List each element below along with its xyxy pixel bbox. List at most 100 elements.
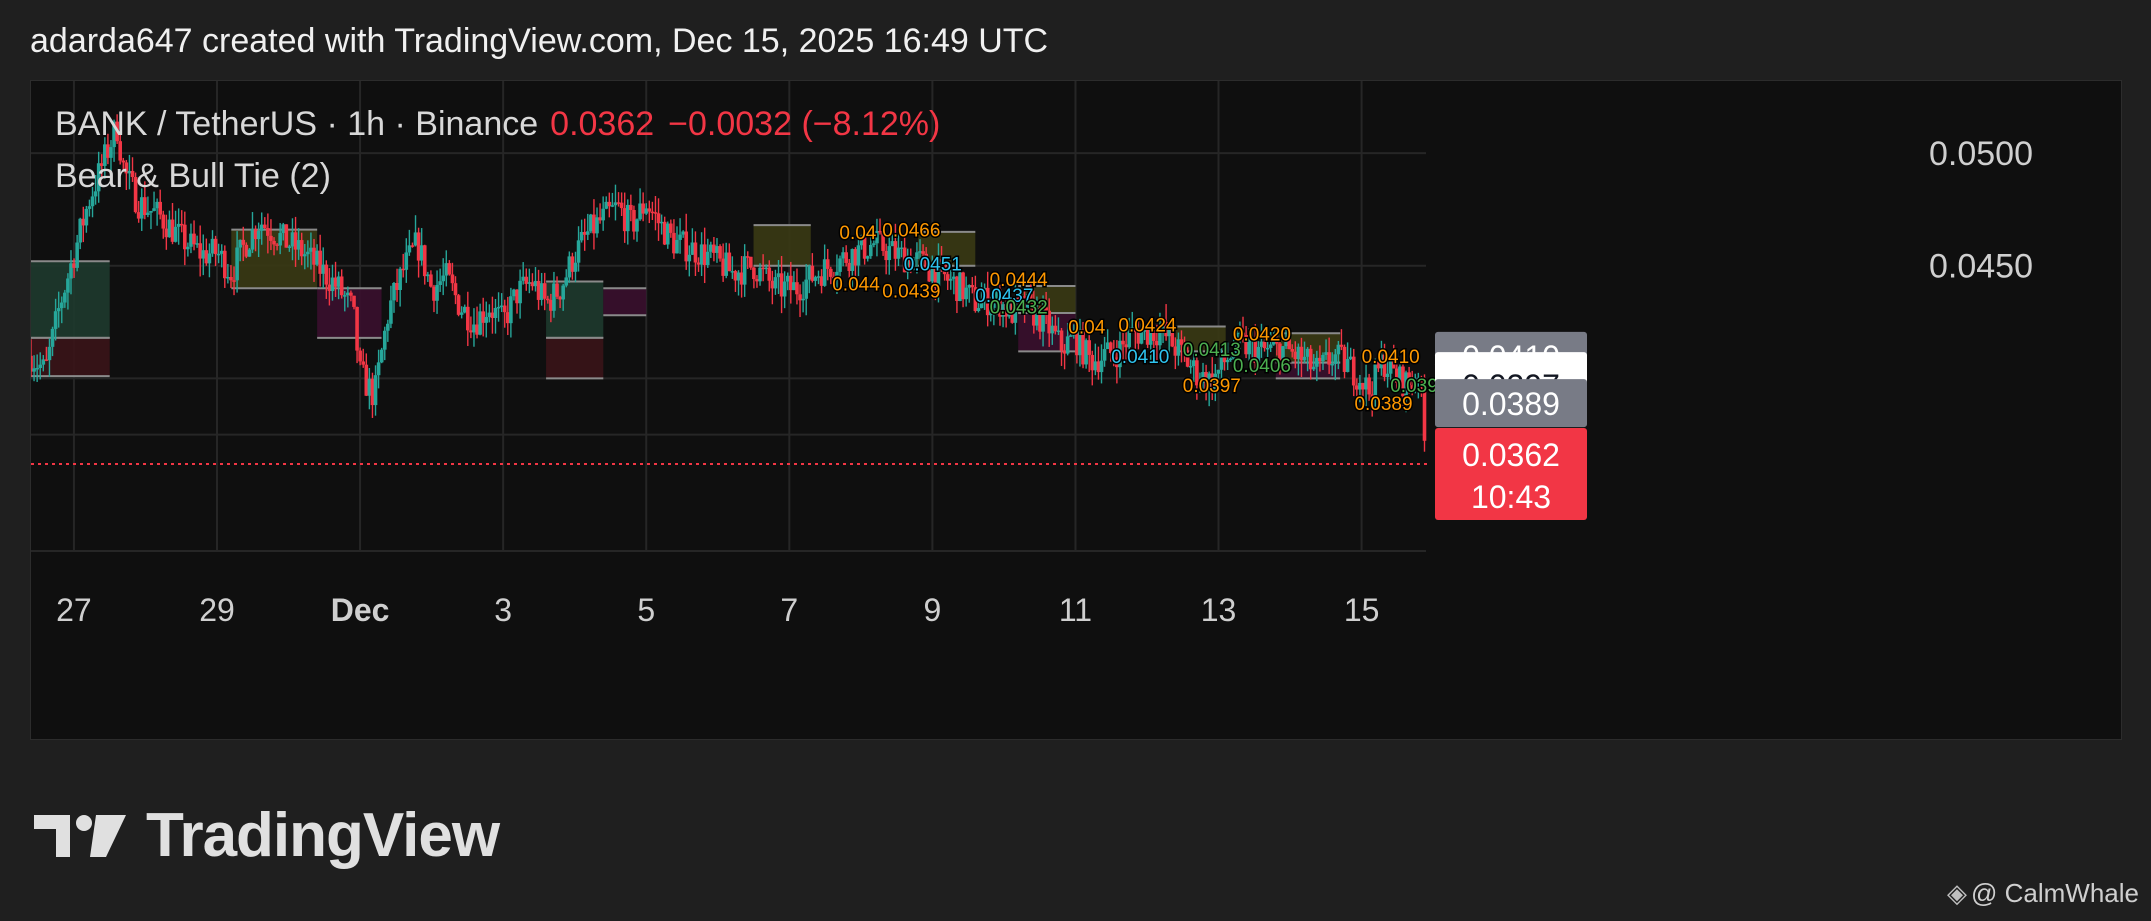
- candle-body: [1155, 340, 1159, 346]
- candle-body: [936, 259, 941, 288]
- candle-body: [435, 284, 439, 301]
- level-label: 0.0437: [975, 286, 1033, 307]
- candle-body: [1238, 332, 1242, 335]
- candle-body: [438, 281, 442, 285]
- candle-body: [1361, 382, 1365, 390]
- symbol-legend[interactable]: BANK / TetherUS · 1h · Binance 0.0362 −0.0…: [55, 105, 940, 144]
- candle-body: [672, 232, 676, 254]
- candle-body: [555, 283, 559, 297]
- candle-body: [653, 212, 658, 214]
- candle-body: [167, 219, 172, 238]
- candle-body: [979, 299, 984, 309]
- candle-body: [370, 378, 375, 406]
- candle-body: [1259, 341, 1264, 347]
- candle-body: [112, 121, 116, 148]
- level-label: 0.04: [1068, 318, 1105, 339]
- candle-body: [902, 247, 907, 273]
- candle-body: [407, 245, 412, 253]
- candle-body: [908, 257, 913, 270]
- candle-body: [887, 246, 892, 261]
- level-label: 0.04: [839, 223, 876, 244]
- candle-body: [1250, 339, 1255, 341]
- candle-body: [90, 196, 95, 207]
- candle-body: [41, 359, 46, 365]
- candle-body: [1278, 343, 1282, 365]
- candle-body: [1151, 329, 1156, 341]
- diamond-icon: ◈: [1947, 878, 1968, 908]
- candle-body: [250, 229, 255, 250]
- candle-body: [570, 256, 575, 272]
- candle-body: [253, 229, 258, 240]
- candle-body: [567, 256, 572, 278]
- candle-body: [795, 282, 799, 295]
- candle-body: [259, 224, 264, 231]
- level-label: 0.0410: [1362, 347, 1420, 368]
- candle-body: [564, 277, 569, 286]
- candle-body: [1241, 332, 1245, 336]
- candle-body: [1410, 385, 1414, 391]
- candle-body: [379, 349, 384, 363]
- candle-body: [1118, 340, 1122, 368]
- candle-body: [1222, 354, 1227, 363]
- candle-body: [72, 263, 76, 268]
- candle-body: [816, 276, 821, 278]
- candle-body: [287, 246, 292, 248]
- candle-body: [782, 281, 787, 297]
- candle-body: [32, 368, 36, 372]
- candle-body: [650, 211, 655, 214]
- candle-body: [638, 203, 642, 220]
- candle-body: [472, 324, 476, 333]
- x-tick-label: 11: [1059, 592, 1092, 628]
- candle-body: [742, 256, 747, 285]
- candle-body: [1373, 361, 1378, 399]
- candle-body: [927, 270, 932, 282]
- candle-body: [152, 208, 156, 211]
- candle-body: [1124, 344, 1128, 348]
- candle-body: [1315, 357, 1319, 367]
- candle-body: [229, 276, 233, 281]
- candle-body: [930, 267, 935, 282]
- current-price-text: 0.0362: [1462, 437, 1560, 473]
- candle-body: [776, 273, 781, 278]
- candle-body: [355, 306, 359, 351]
- candle-body: [179, 223, 184, 226]
- candle-body: [398, 268, 402, 291]
- tradingview-logo-icon: [34, 814, 126, 857]
- price-tag-box: [1435, 379, 1587, 428]
- candle-body: [1398, 366, 1402, 383]
- price-candles: [31, 114, 1427, 452]
- candle-body: [1167, 328, 1171, 337]
- chart-panel[interactable]: 0.04 0.0466 0.044 0.0439 0.0451 0.0444 0.0437 0…: [30, 80, 2122, 740]
- candle-body: [333, 277, 338, 287]
- candle-body: [576, 240, 581, 263]
- candle-body: [1219, 354, 1224, 370]
- candle-body: [1210, 373, 1215, 393]
- candle-body: [361, 361, 366, 365]
- countdown-text: 10:43: [1471, 479, 1551, 515]
- candle-body: [918, 251, 922, 253]
- candle-body: [1345, 359, 1350, 372]
- candle-body: [1244, 335, 1248, 355]
- candle-body: [447, 263, 452, 275]
- indicator-legend[interactable]: Bear & Bull Tie (2): [55, 157, 331, 195]
- candle-body: [662, 221, 667, 245]
- candle-body: [933, 267, 938, 288]
- candle-body: [1001, 304, 1005, 317]
- last-price: 0.0362: [550, 105, 655, 143]
- candle-body: [1072, 331, 1076, 336]
- candle-body: [592, 214, 596, 234]
- candle-body: [238, 239, 242, 248]
- x-tick-label: 7: [780, 592, 798, 628]
- candle-body: [204, 250, 209, 264]
- level-label: 0.0424: [1118, 315, 1177, 336]
- candle-body: [346, 292, 350, 296]
- candle-body: [524, 276, 529, 284]
- candle-body: [579, 231, 584, 241]
- candle-body: [50, 328, 55, 347]
- candle-body: [161, 214, 166, 229]
- x-tick-label: 13: [1201, 592, 1237, 628]
- candle-body: [764, 267, 769, 270]
- author-credit: ◈ @ CalmWhale: [1947, 878, 2139, 909]
